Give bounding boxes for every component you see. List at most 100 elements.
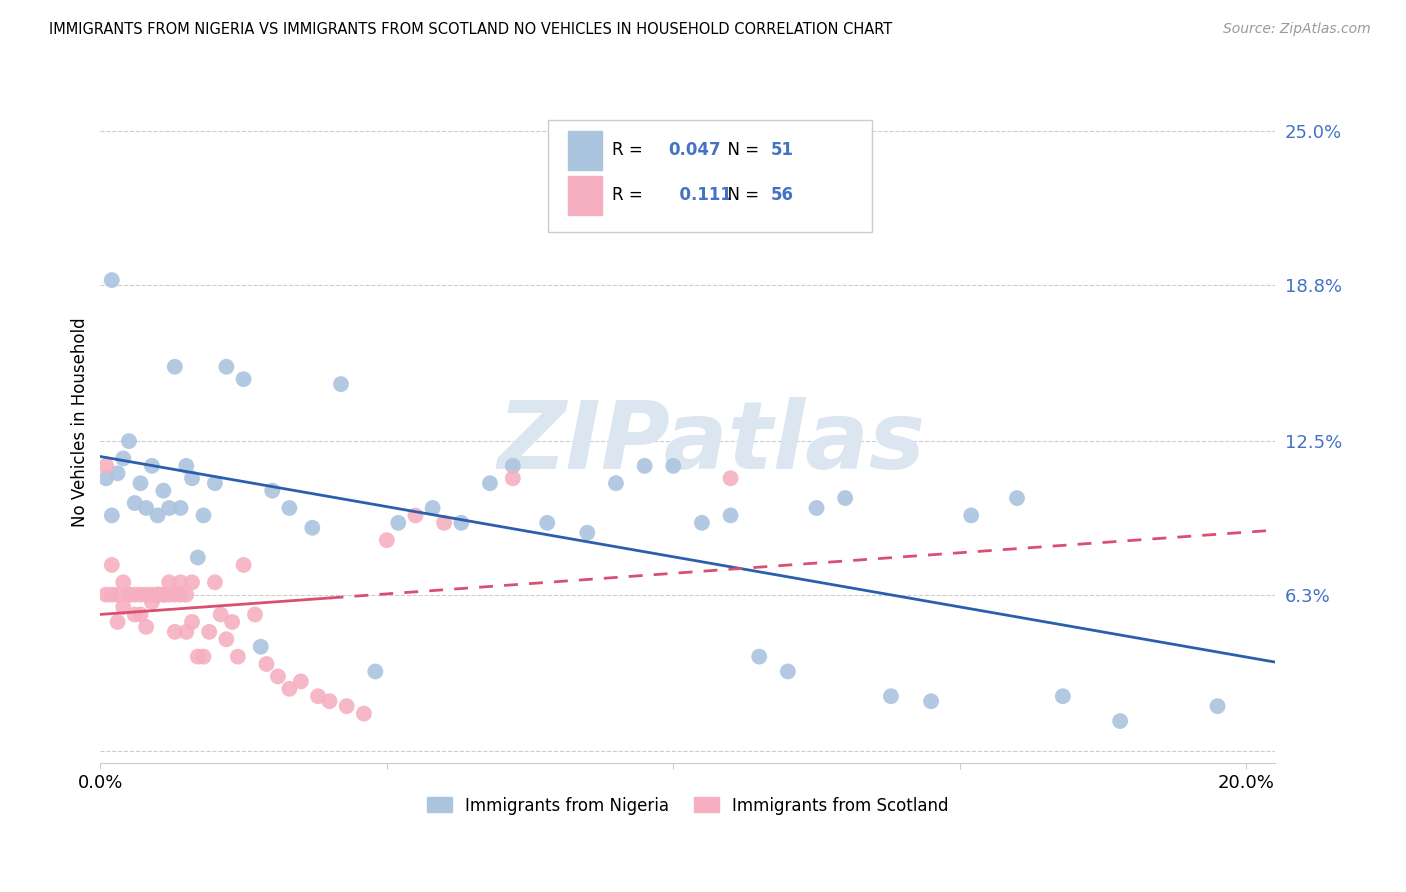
Point <box>330 377 353 392</box>
Point <box>101 588 124 602</box>
Text: IMMIGRANTS FROM NIGERIA VS IMMIGRANTS FROM SCOTLAND NO VEHICLES IN HOUSEHOLD COR: IMMIGRANTS FROM NIGERIA VS IMMIGRANTS FR… <box>49 22 893 37</box>
Point <box>141 458 163 473</box>
Point <box>112 575 135 590</box>
Point <box>720 508 742 523</box>
Point <box>880 690 903 704</box>
Point <box>187 649 209 664</box>
Point <box>215 359 238 374</box>
Point <box>187 550 209 565</box>
Point <box>118 434 141 448</box>
Point <box>193 649 215 664</box>
Point <box>290 674 312 689</box>
Point <box>135 588 157 602</box>
Point <box>249 640 271 654</box>
Point <box>169 588 191 602</box>
Point <box>232 558 254 572</box>
Text: 51: 51 <box>770 141 793 160</box>
Point <box>576 525 599 540</box>
Point <box>129 588 152 602</box>
Point <box>118 588 141 602</box>
Point <box>112 600 135 615</box>
Point <box>169 500 191 515</box>
Point <box>124 607 146 622</box>
Point <box>193 508 215 523</box>
Text: 0.111: 0.111 <box>668 186 731 204</box>
Point <box>301 521 323 535</box>
Point <box>152 483 174 498</box>
Point <box>146 588 169 602</box>
Point <box>101 508 124 523</box>
Point <box>146 588 169 602</box>
Text: R =: R = <box>612 141 648 160</box>
Point <box>129 607 152 622</box>
Point <box>256 657 278 671</box>
Point <box>404 508 426 523</box>
Point <box>806 500 828 515</box>
Point <box>198 624 221 639</box>
Point <box>748 649 770 664</box>
Point <box>307 690 329 704</box>
Point <box>318 694 340 708</box>
Point <box>226 649 249 664</box>
Point <box>141 588 163 602</box>
Point <box>267 669 290 683</box>
Point <box>101 558 124 572</box>
Point <box>221 615 243 629</box>
Text: ZIPatlas: ZIPatlas <box>496 397 925 489</box>
Point <box>720 471 742 485</box>
Point <box>209 607 232 622</box>
Point <box>375 533 398 548</box>
Point <box>536 516 558 530</box>
Point <box>135 620 157 634</box>
Text: N =: N = <box>717 186 765 204</box>
Point <box>364 665 387 679</box>
Point <box>278 681 301 696</box>
Point <box>633 458 655 473</box>
Point <box>124 496 146 510</box>
Point <box>112 451 135 466</box>
Point <box>502 458 524 473</box>
Point <box>353 706 375 721</box>
Point <box>1206 699 1229 714</box>
Y-axis label: No Vehicles in Household: No Vehicles in Household <box>72 318 89 527</box>
Point <box>94 588 117 602</box>
Point <box>146 508 169 523</box>
Point <box>174 458 197 473</box>
Point <box>605 476 627 491</box>
Point <box>163 359 186 374</box>
Point <box>129 476 152 491</box>
Text: 56: 56 <box>770 186 793 204</box>
Point <box>152 588 174 602</box>
Point <box>141 595 163 609</box>
Point <box>107 588 129 602</box>
Point <box>960 508 983 523</box>
Point <box>1109 714 1132 728</box>
Point <box>243 607 266 622</box>
Point <box>181 471 204 485</box>
Point <box>163 588 186 602</box>
Point <box>181 615 204 629</box>
Point <box>169 575 191 590</box>
Point <box>174 624 197 639</box>
Text: 0.047: 0.047 <box>668 141 720 160</box>
Point <box>450 516 472 530</box>
Point <box>94 458 117 473</box>
Point <box>422 500 444 515</box>
Point <box>662 458 685 473</box>
Point <box>94 471 117 485</box>
Point <box>101 273 124 287</box>
Point <box>124 588 146 602</box>
Text: R =: R = <box>612 186 648 204</box>
Point <box>204 575 226 590</box>
Point <box>776 665 799 679</box>
Point <box>163 624 186 639</box>
Point <box>920 694 942 708</box>
Point <box>157 500 180 515</box>
Point <box>834 491 856 505</box>
Point <box>690 516 713 530</box>
Point <box>387 516 409 530</box>
Text: Source: ZipAtlas.com: Source: ZipAtlas.com <box>1223 22 1371 37</box>
Point <box>157 588 180 602</box>
Point <box>157 575 180 590</box>
Point <box>1052 690 1074 704</box>
